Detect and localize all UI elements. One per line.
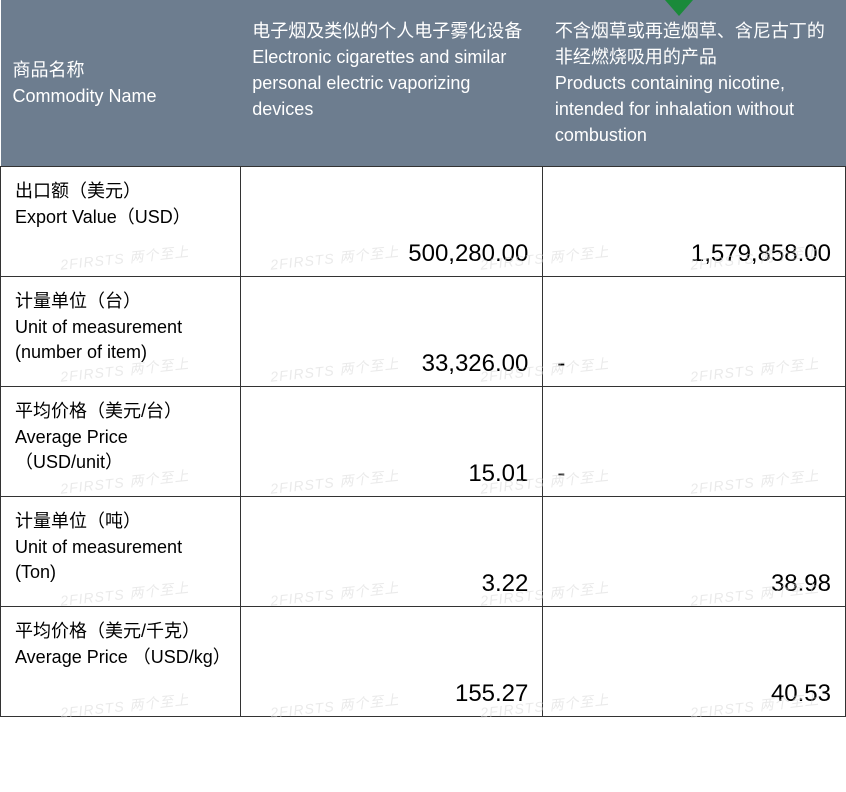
header-col-a: 电子烟及类似的个人电子雾化设备 Electronic cigarettes an… xyxy=(240,0,543,167)
value: 155.27 xyxy=(455,680,528,708)
cell-b: 40.53 xyxy=(543,607,846,717)
row-label-en: Unit of measurement (number of item) xyxy=(15,315,226,365)
highlight-arrow-icon xyxy=(665,0,693,16)
header-col-b: 不含烟草或再造烟草、含尼古丁的非经燃烧吸用的产品 Products contai… xyxy=(543,0,846,167)
value: 38.98 xyxy=(771,570,831,598)
cell-b: 1,579,858.00 xyxy=(543,167,846,277)
table-row: 出口额（美元） Export Value（USD） 500,280.00 1,5… xyxy=(1,167,846,277)
row-label-cell: 平均价格（美元/千克） Average Price （USD/kg） xyxy=(1,607,241,717)
row-label-cell: 计量单位（吨） Unit of measurement (Ton) xyxy=(1,497,241,607)
table-row: 平均价格（美元/台） Average Price （USD/unit） 15.0… xyxy=(1,387,846,497)
row-label-cn: 平均价格（美元/千克） xyxy=(15,619,226,644)
value: 15.01 xyxy=(468,460,528,488)
table-row: 计量单位（台） Unit of measurement (number of i… xyxy=(1,277,846,387)
value: 1,579,858.00 xyxy=(691,240,831,268)
value: 40.53 xyxy=(771,680,831,708)
cell-a: 3.22 xyxy=(240,497,543,607)
row-label-en: Export Value（USD） xyxy=(15,205,226,230)
table-row: 计量单位（吨） Unit of measurement (Ton) 3.22 3… xyxy=(1,497,846,607)
value-dash: - xyxy=(557,350,565,378)
value: 3.22 xyxy=(482,570,529,598)
cell-a: 15.01 xyxy=(240,387,543,497)
cell-b: 38.98 xyxy=(543,497,846,607)
row-label-cn: 计量单位（吨） xyxy=(15,509,226,534)
header-col-b-en: Products containing nicotine, intended f… xyxy=(555,70,834,148)
row-label-cell: 计量单位（台） Unit of measurement (number of i… xyxy=(1,277,241,387)
table-row: 平均价格（美元/千克） Average Price （USD/kg） 155.2… xyxy=(1,607,846,717)
row-label-en: Unit of measurement (Ton) xyxy=(15,535,226,585)
row-label-en: Average Price （USD/kg） xyxy=(15,645,226,670)
header-label-en: Commodity Name xyxy=(13,83,229,109)
header-col-b-cn: 不含烟草或再造烟草、含尼古丁的非经燃烧吸用的产品 xyxy=(555,18,834,70)
header-col-a-en: Electronic cigarettes and similar person… xyxy=(252,44,531,122)
value: 500,280.00 xyxy=(408,240,528,268)
row-label-cn: 平均价格（美元/台） xyxy=(15,399,226,424)
value: 33,326.00 xyxy=(422,350,529,378)
cell-b: - xyxy=(543,277,846,387)
row-label-cell: 出口额（美元） Export Value（USD） xyxy=(1,167,241,277)
header-col-a-cn: 电子烟及类似的个人电子雾化设备 xyxy=(252,18,531,44)
header-label-cell: 商品名称 Commodity Name xyxy=(1,0,241,167)
row-label-en: Average Price （USD/unit） xyxy=(15,425,226,475)
row-label-cn: 出口额（美元） xyxy=(15,179,226,204)
table-header-row: 商品名称 Commodity Name 电子烟及类似的个人电子雾化设备 Elec… xyxy=(1,0,846,167)
cell-b: - xyxy=(543,387,846,497)
cell-a: 33,326.00 xyxy=(240,277,543,387)
cell-a: 500,280.00 xyxy=(240,167,543,277)
row-label-cn: 计量单位（台） xyxy=(15,289,226,314)
row-label-cell: 平均价格（美元/台） Average Price （USD/unit） xyxy=(1,387,241,497)
commodity-table: 商品名称 Commodity Name 电子烟及类似的个人电子雾化设备 Elec… xyxy=(0,0,846,717)
value-dash: - xyxy=(557,460,565,488)
header-label-cn: 商品名称 xyxy=(13,57,229,83)
cell-a: 155.27 xyxy=(240,607,543,717)
